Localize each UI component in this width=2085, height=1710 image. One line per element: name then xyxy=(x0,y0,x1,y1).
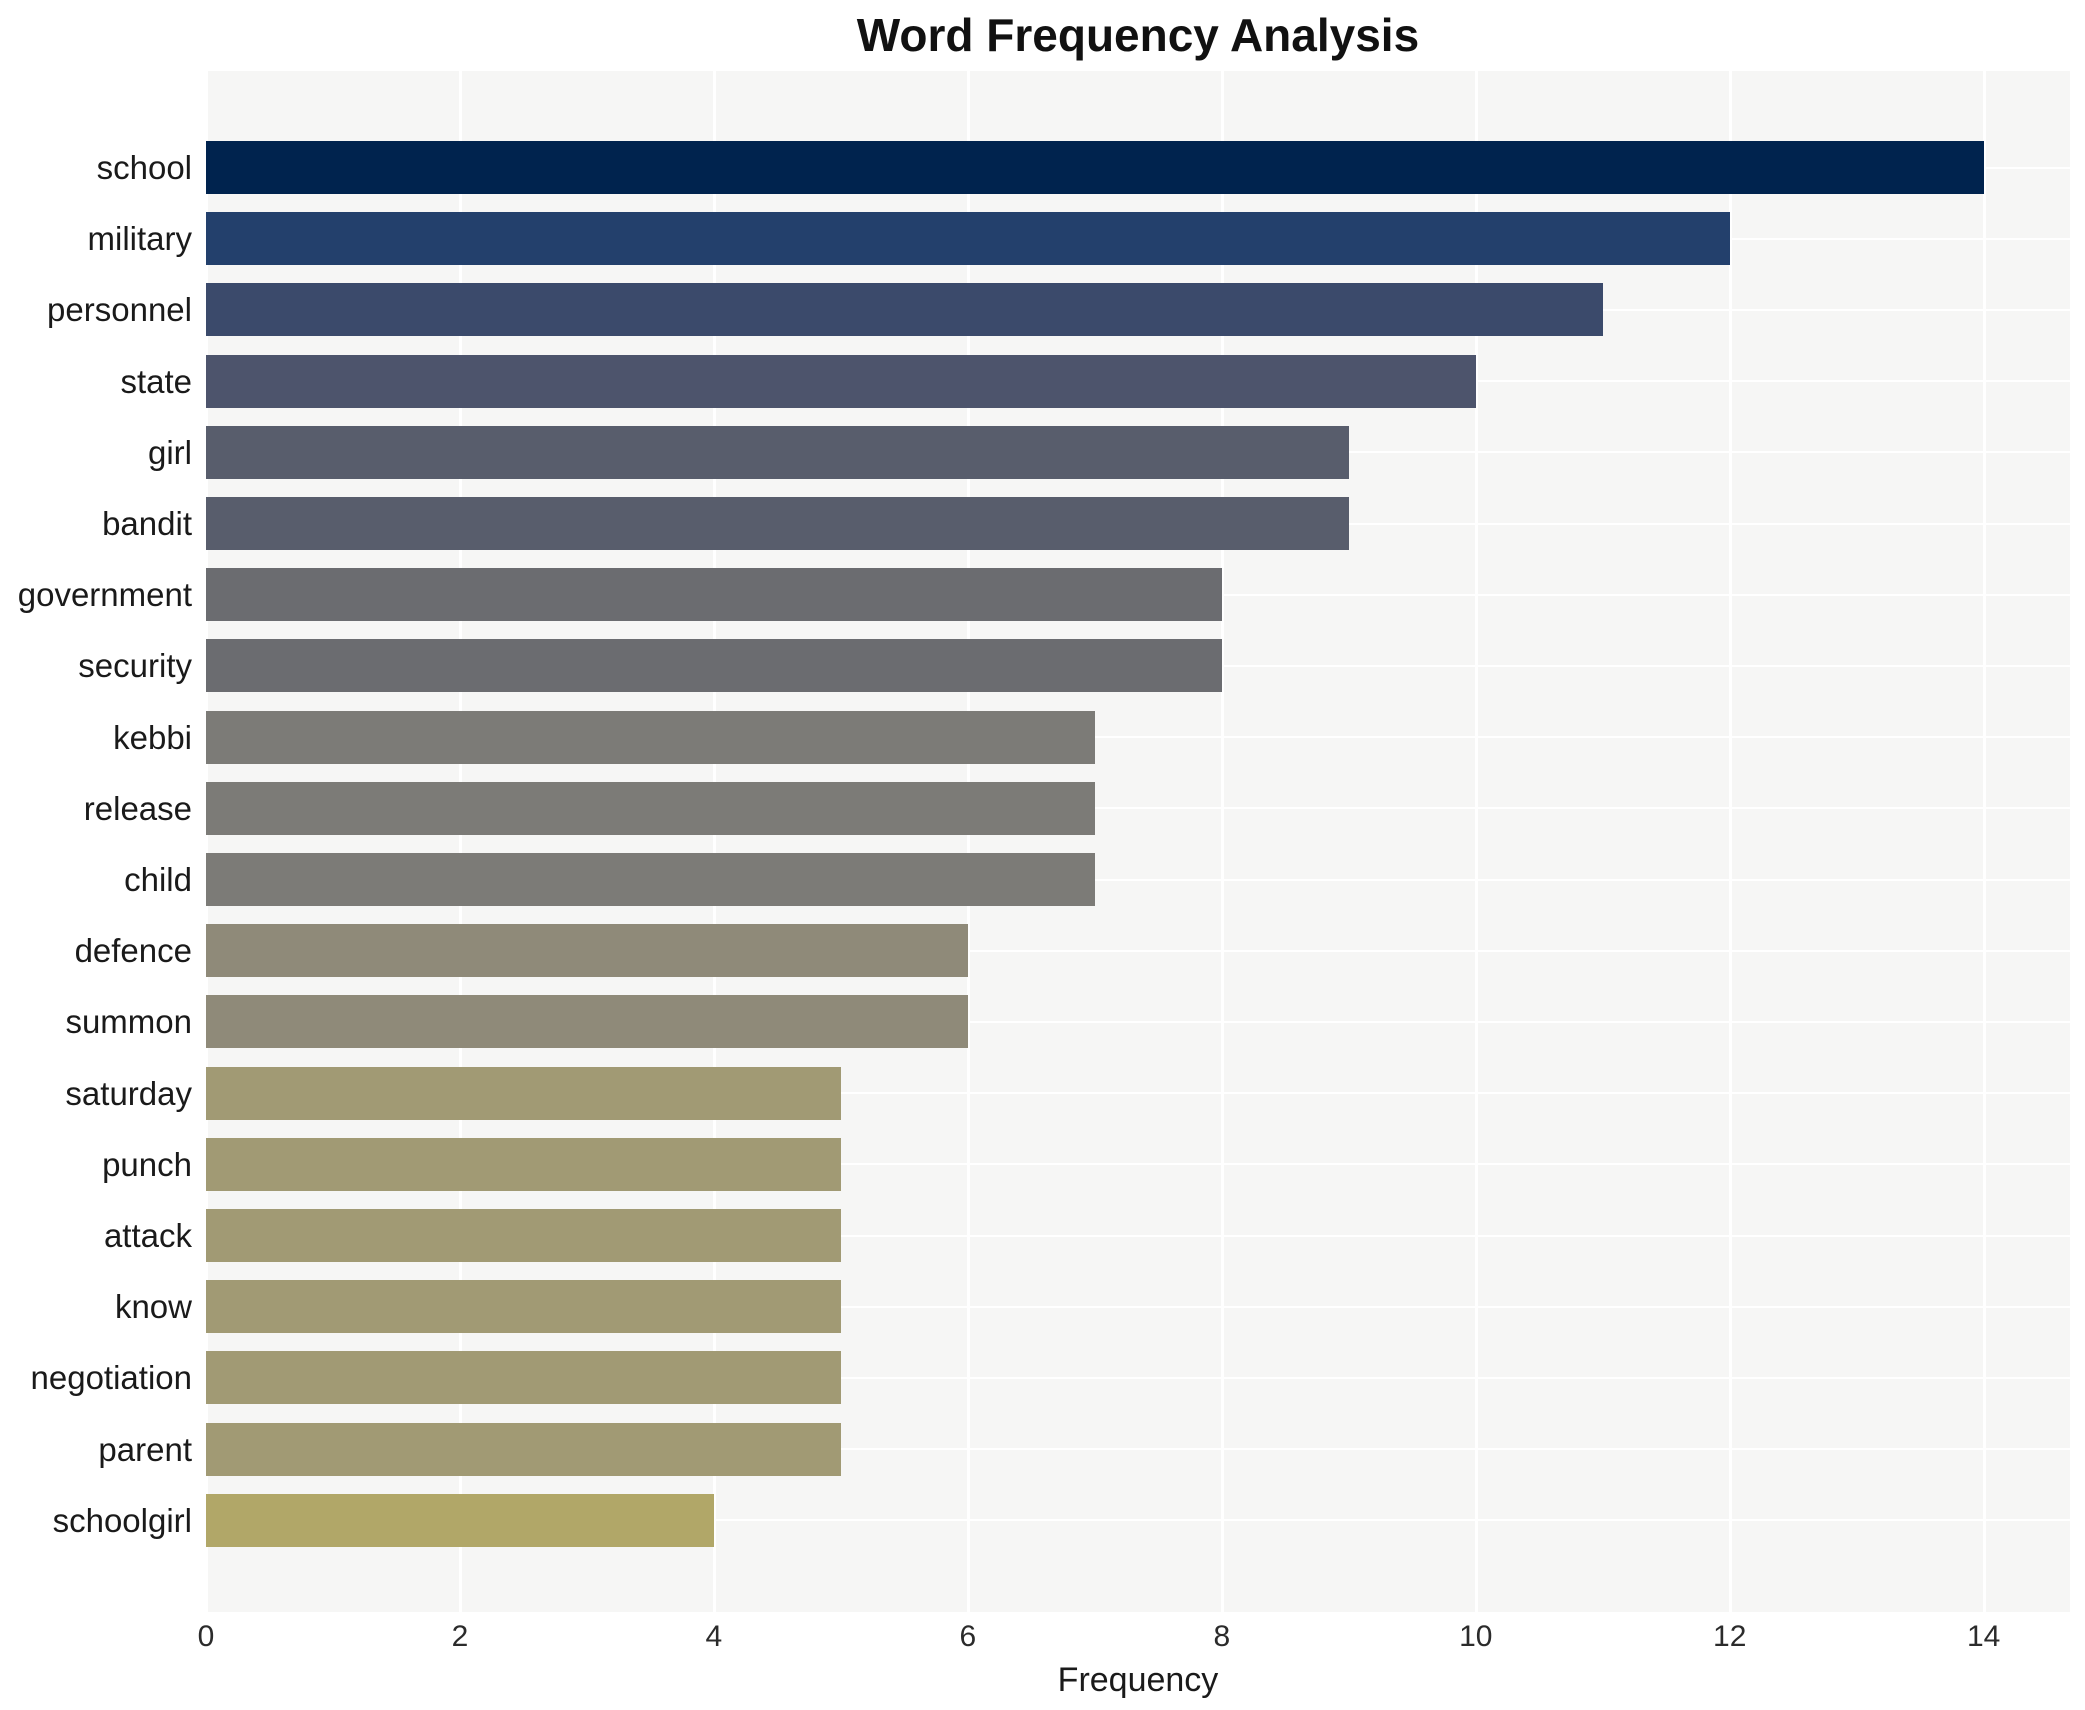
bar-parent xyxy=(206,1422,841,1476)
gridline-y-parent xyxy=(206,1448,2070,1451)
bar-release xyxy=(206,781,1095,835)
y-tick-label-summon: summon xyxy=(65,1003,192,1041)
bar-negotiation xyxy=(206,1351,841,1405)
y-tick-label-know: know xyxy=(114,1288,192,1326)
y-tick-label-punch: punch xyxy=(102,1145,192,1183)
gridline-y-negotiation xyxy=(206,1376,2070,1379)
y-tick-label-school: school xyxy=(96,149,192,186)
y-tick-label-government: government xyxy=(17,576,192,614)
bar-know xyxy=(206,1280,841,1334)
y-tick-label-parent: parent xyxy=(98,1430,192,1468)
gridline-x-2 xyxy=(458,71,462,1612)
gridline-y-kebbi xyxy=(206,736,2070,739)
plot-area xyxy=(205,71,2070,1612)
gridline-y-release xyxy=(206,807,2070,810)
bar-personnel xyxy=(206,283,1603,337)
bar-schoolgirl xyxy=(206,1493,714,1547)
gridline-y-know xyxy=(206,1305,2070,1308)
y-tick-label-schoolgirl: schoolgirl xyxy=(52,1501,192,1539)
gridline-x-4 xyxy=(712,71,716,1612)
bar-summon xyxy=(206,995,968,1049)
gridline-y-summon xyxy=(206,1020,2070,1023)
y-tick-label-state: state xyxy=(120,362,192,400)
bar-military xyxy=(206,212,1730,266)
x-tick-label-10: 10 xyxy=(1459,1620,1493,1653)
bar-punch xyxy=(206,1137,841,1191)
gridline-y-defence xyxy=(206,949,2070,952)
gridline-x-10 xyxy=(1474,71,1478,1612)
bar-school xyxy=(206,141,1984,194)
y-tick-label-defence: defence xyxy=(74,932,192,970)
y-tick-label-personnel: personnel xyxy=(47,291,192,329)
y-tick-label-attack: attack xyxy=(103,1217,192,1254)
y-tick-label-security: security xyxy=(78,647,192,685)
x-tick-label-4: 4 xyxy=(705,1620,723,1653)
y-tick-label-negotiation: negotiation xyxy=(30,1359,192,1397)
y-tick-label-bandit: bandit xyxy=(102,505,192,542)
bar-saturday xyxy=(206,1066,841,1120)
x-axis-label: Frequency xyxy=(1057,1661,1219,1699)
y-tick-label-saturday: saturday xyxy=(65,1074,192,1112)
chart-title: Word Frequency Analysis xyxy=(856,9,1420,61)
x-tick-label-0: 0 xyxy=(197,1620,215,1653)
bar-security xyxy=(206,639,1222,693)
y-tick-label-child: child xyxy=(124,861,192,898)
bar-state xyxy=(206,354,1476,408)
bar-child xyxy=(206,853,1095,906)
gridline-y-saturday xyxy=(206,1092,2070,1095)
bar-kebbi xyxy=(206,710,1095,764)
bar-girl xyxy=(206,425,1349,479)
x-tick-label-12: 12 xyxy=(1713,1620,1747,1653)
bar-government xyxy=(206,568,1222,622)
gridline-x-14 xyxy=(1982,71,1986,1612)
gridline-x-0 xyxy=(205,71,208,1612)
gridline-y-child xyxy=(206,878,2070,881)
x-tick-label-8: 8 xyxy=(1213,1620,1231,1653)
gridline-y-schoolgirl xyxy=(206,1519,2070,1522)
y-tick-label-release: release xyxy=(83,789,192,827)
bar-defence xyxy=(206,924,968,978)
gridline-x-12 xyxy=(1728,71,1732,1612)
gridline-x-8 xyxy=(1220,71,1224,1612)
x-tick-label-14: 14 xyxy=(1966,1620,2001,1653)
gridline-y-punch xyxy=(206,1163,2070,1166)
x-tick-label-2: 2 xyxy=(451,1620,469,1653)
bar-bandit xyxy=(206,497,1349,550)
bar-attack xyxy=(206,1209,841,1262)
y-tick-label-girl: girl xyxy=(147,433,192,471)
y-tick-label-military: military xyxy=(87,220,193,258)
y-tick-label-kebbi: kebbi xyxy=(113,718,192,756)
gridline-y-attack xyxy=(206,1234,2070,1237)
gridline-x-6 xyxy=(966,71,970,1612)
x-tick-label-6: 6 xyxy=(959,1620,977,1653)
